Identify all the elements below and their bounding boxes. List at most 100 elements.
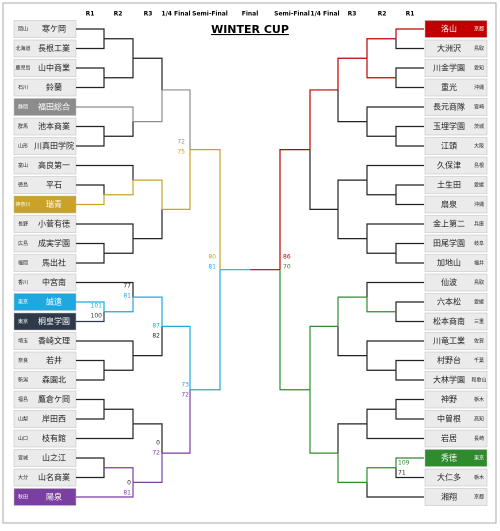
bracket-line (76, 125, 105, 137)
team-name: 山之江 (42, 453, 66, 463)
team-pref: 京都 (474, 494, 484, 501)
bracket-line (76, 359, 105, 371)
bracket-line (76, 194, 105, 206)
team-name: 川竜工業 (433, 336, 465, 346)
bracket-line (104, 180, 134, 196)
score: 82 (152, 333, 160, 340)
team-box (424, 176, 488, 194)
round-header: R1 (406, 11, 415, 18)
bracket-line (395, 311, 424, 323)
team-pref: 高知 (474, 416, 484, 423)
team-name: 高良第一 (38, 160, 70, 170)
bracket-line (366, 467, 396, 483)
bracket-line (76, 253, 105, 264)
team-box (424, 137, 488, 155)
team-name: 長元商隊 (433, 102, 465, 112)
team-name: 岩居 (441, 433, 457, 443)
bracket-line (76, 242, 105, 254)
bracket-line (162, 389, 191, 454)
team-pref: 徳島 (18, 182, 28, 189)
score: 86 (283, 254, 291, 261)
team-name: 鈴蘭 (46, 82, 62, 92)
team-pref: 福島 (18, 396, 28, 403)
bracket-line (76, 164, 134, 181)
team-pref: 佐賀 (474, 338, 484, 345)
team-name: 洛山 (441, 24, 457, 34)
team-name: 田尾学園 (433, 238, 465, 248)
team-name: 馬出社 (42, 258, 66, 268)
bracket-line (366, 223, 424, 239)
team-pref: 鹿児島 (15, 65, 30, 72)
score: 0 (156, 440, 160, 447)
team-name: 江頭 (441, 142, 457, 151)
score: 81 (208, 264, 216, 271)
team-box (424, 78, 488, 97)
bracket-line (76, 467, 105, 479)
team-pref: 岡山 (18, 26, 28, 33)
team-name: 大洲沢 (437, 43, 461, 53)
score: 72 (177, 139, 185, 146)
bracket-line (366, 355, 396, 371)
team-pref: 兵庫 (474, 221, 484, 228)
team-name: 桐皇学園 (38, 316, 70, 326)
team-pref: 東京 (474, 455, 484, 462)
team-pref: 宮城 (18, 455, 28, 462)
score: 72 (181, 392, 189, 399)
score: 81 (123, 293, 131, 300)
team-box (424, 312, 488, 331)
bracket-line (104, 297, 134, 313)
team-name: 山名商業 (38, 472, 70, 482)
bracket-line (104, 121, 134, 137)
round-header: 1/4 Final (310, 11, 339, 18)
bracket-line (133, 57, 163, 90)
team-pref: 香川 (18, 279, 28, 286)
team-pref: 鳥取 (474, 279, 484, 286)
team-box (424, 215, 488, 233)
score: 81 (123, 490, 131, 497)
bracket-line (76, 106, 134, 122)
team-pref: 東京 (18, 318, 28, 325)
team-name: 中曽根 (437, 414, 461, 424)
bracket-line (309, 149, 338, 210)
team-box (424, 488, 488, 506)
team-name: 寒ケ岡 (42, 24, 66, 34)
bracket-line (337, 453, 367, 483)
bracket-line (366, 297, 396, 313)
team-pref: 山梨 (18, 416, 28, 423)
team-name: 川金学園 (433, 63, 465, 73)
team-pref: 静岡 (18, 104, 28, 111)
bracket-line (395, 457, 424, 468)
bracket-line (309, 389, 338, 454)
bracket-line (366, 238, 396, 254)
bracket-line (76, 38, 105, 50)
bracket-line (366, 106, 424, 122)
bracket-line (76, 136, 105, 147)
bracket-line (104, 408, 134, 424)
bracket-line (104, 238, 134, 254)
bracket-line (309, 325, 338, 390)
team-name: 山中商業 (38, 63, 70, 73)
team-name: 湘翔 (441, 492, 457, 502)
bracket-line (395, 359, 424, 371)
score: 77 (123, 283, 131, 290)
team-pref: 埼玉 (18, 338, 28, 345)
score: 75 (177, 149, 185, 156)
team-pref: 栃木 (474, 396, 484, 403)
team-pref: 北海道 (15, 45, 30, 52)
bracket-line (133, 326, 163, 357)
team-pref: 茨城 (474, 123, 484, 130)
team-pref: 神奈川 (15, 201, 30, 208)
round-header: 1/4 Final (161, 11, 190, 18)
team-pref: 宮崎 (474, 104, 484, 111)
team-name: 長根工業 (38, 43, 70, 53)
team-box (424, 410, 488, 428)
team-pref: 大分 (18, 474, 28, 481)
team-pref: 福岡 (18, 260, 28, 267)
bracket-line (309, 89, 338, 150)
bracket-line (395, 77, 424, 89)
round-header: R2 (378, 11, 387, 18)
team-name: 平石 (46, 181, 62, 190)
bracket-line (104, 58, 134, 79)
score: 0 (127, 480, 131, 487)
title: WINTER CUP (211, 23, 289, 36)
